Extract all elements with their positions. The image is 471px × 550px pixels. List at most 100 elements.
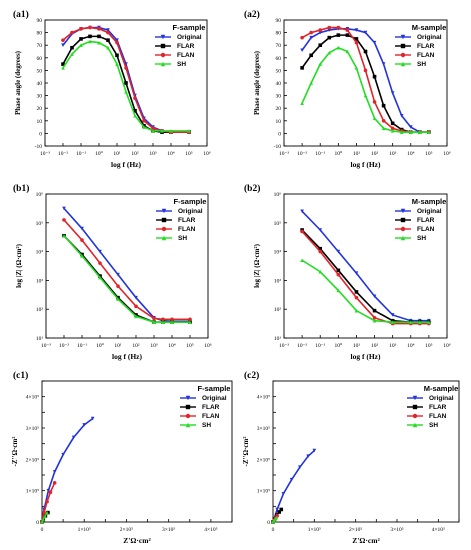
y-axis-label: -Z''Ω·cm² <box>242 437 250 467</box>
plot-frame <box>45 193 209 339</box>
data-point <box>134 295 138 300</box>
data-point <box>399 113 404 118</box>
x-axis-label: Z'Ω·cm² <box>352 536 380 545</box>
data-point <box>88 34 92 39</box>
series-line <box>63 207 190 323</box>
panel-label: (a2) <box>244 9 260 20</box>
data-point <box>106 28 110 32</box>
panel-c2: 0 1×10⁵ 2×10⁵ 3×10⁵ 4×10⁵ 0 1×10⁵ 2×10⁵ 3×10⁵ 4×1… <box>242 370 460 545</box>
legend-label: FLAN <box>429 413 447 420</box>
data-point <box>298 465 302 469</box>
data-point <box>372 294 377 299</box>
x-tick-label: 10⁵ <box>186 343 194 349</box>
legend-label: FLAR <box>417 217 435 224</box>
x-tick-label: 4×10⁵ <box>432 527 445 533</box>
legend-marker <box>412 422 418 428</box>
series-line <box>301 259 429 323</box>
x-tick-label: 10⁴ <box>167 151 175 157</box>
data-point <box>336 33 341 37</box>
x-tick-label: 10² <box>132 343 140 349</box>
data-point <box>390 313 395 317</box>
x-tick-label: 10¹ <box>353 343 361 349</box>
data-point <box>327 28 332 32</box>
data-point <box>115 62 119 66</box>
data-point <box>363 30 368 35</box>
panel-label: (a1) <box>13 9 29 20</box>
legend-marker <box>161 226 167 232</box>
series-line <box>62 26 189 133</box>
x-tick-label: 10² <box>131 151 139 157</box>
y-tick-label: 10⁶ <box>274 192 282 198</box>
plot-frame <box>272 380 460 523</box>
y-tick-label: 60 <box>276 56 282 62</box>
y-tick-label: 80 <box>276 31 282 37</box>
y-tick-label: 90 <box>276 18 282 24</box>
legend-label: FLAN <box>202 413 220 420</box>
data-point <box>133 108 137 113</box>
data-point <box>390 320 395 324</box>
legend-label: FLAN <box>417 226 435 233</box>
y-tick-label: 10² <box>274 307 282 313</box>
y-tick-label: 20 <box>276 106 282 112</box>
data-point <box>363 93 368 98</box>
data-point <box>98 249 102 254</box>
series-line <box>63 235 190 323</box>
series-original <box>40 416 95 524</box>
data-point <box>427 320 431 324</box>
series-flar <box>300 228 431 324</box>
data-point <box>45 510 49 515</box>
data-point <box>106 45 110 50</box>
y-tick-label: 20 <box>37 106 43 112</box>
series-sh <box>62 233 192 324</box>
data-point <box>161 320 165 324</box>
x-tick-label: 10⁻¹ <box>76 151 86 157</box>
data-point <box>418 130 422 134</box>
x-axis-label: log f (Hz) <box>351 352 381 361</box>
series-flan <box>300 25 431 134</box>
data-point <box>408 125 413 129</box>
y-tick-label: 10⁵ <box>36 221 44 227</box>
legend-marker <box>400 226 406 232</box>
data-point <box>372 100 377 104</box>
y-tick-label: 40 <box>37 81 43 87</box>
legend-label: Original <box>417 208 442 215</box>
legend-marker <box>412 395 418 401</box>
y-axis-label: Phase angle (degrees) <box>14 50 22 115</box>
panel-label: (b2) <box>244 183 260 194</box>
x-tick-label: 4×10⁵ <box>204 527 217 533</box>
data-point <box>274 515 279 520</box>
legend-marker <box>161 208 167 214</box>
data-point <box>45 499 49 504</box>
data-point <box>363 68 368 73</box>
y-tick-label: 3×10⁵ <box>26 426 39 432</box>
data-point <box>170 320 174 324</box>
data-point <box>390 91 395 95</box>
y-tick-label: 10¹ <box>274 336 282 342</box>
data-point <box>80 226 84 231</box>
data-point <box>390 121 395 126</box>
data-point <box>345 49 350 54</box>
x-tick-label: 10⁵ <box>185 151 193 157</box>
legend-marker <box>185 422 191 428</box>
x-tick-label: 10⁻² <box>58 151 68 157</box>
legend-title: F-sample <box>174 197 207 206</box>
data-point <box>62 206 66 211</box>
legend-label: Original <box>177 34 202 41</box>
data-point <box>318 246 323 251</box>
data-point <box>318 43 323 47</box>
data-point <box>80 254 84 258</box>
x-tick-label: 10⁻¹ <box>315 151 325 157</box>
series-line <box>301 34 429 133</box>
x-tick-label: 10⁻² <box>297 151 307 157</box>
x-tick-label: 0 <box>41 527 44 533</box>
y-tick-label: -10 <box>35 144 43 150</box>
data-point <box>345 33 350 37</box>
data-point <box>61 62 65 66</box>
x-tick-label: 10¹ <box>353 151 361 157</box>
data-point <box>161 317 165 322</box>
legend-label: SH <box>429 422 438 429</box>
plot-frame <box>283 193 448 339</box>
data-point <box>354 295 359 300</box>
data-point <box>390 129 395 133</box>
data-point <box>309 81 313 85</box>
